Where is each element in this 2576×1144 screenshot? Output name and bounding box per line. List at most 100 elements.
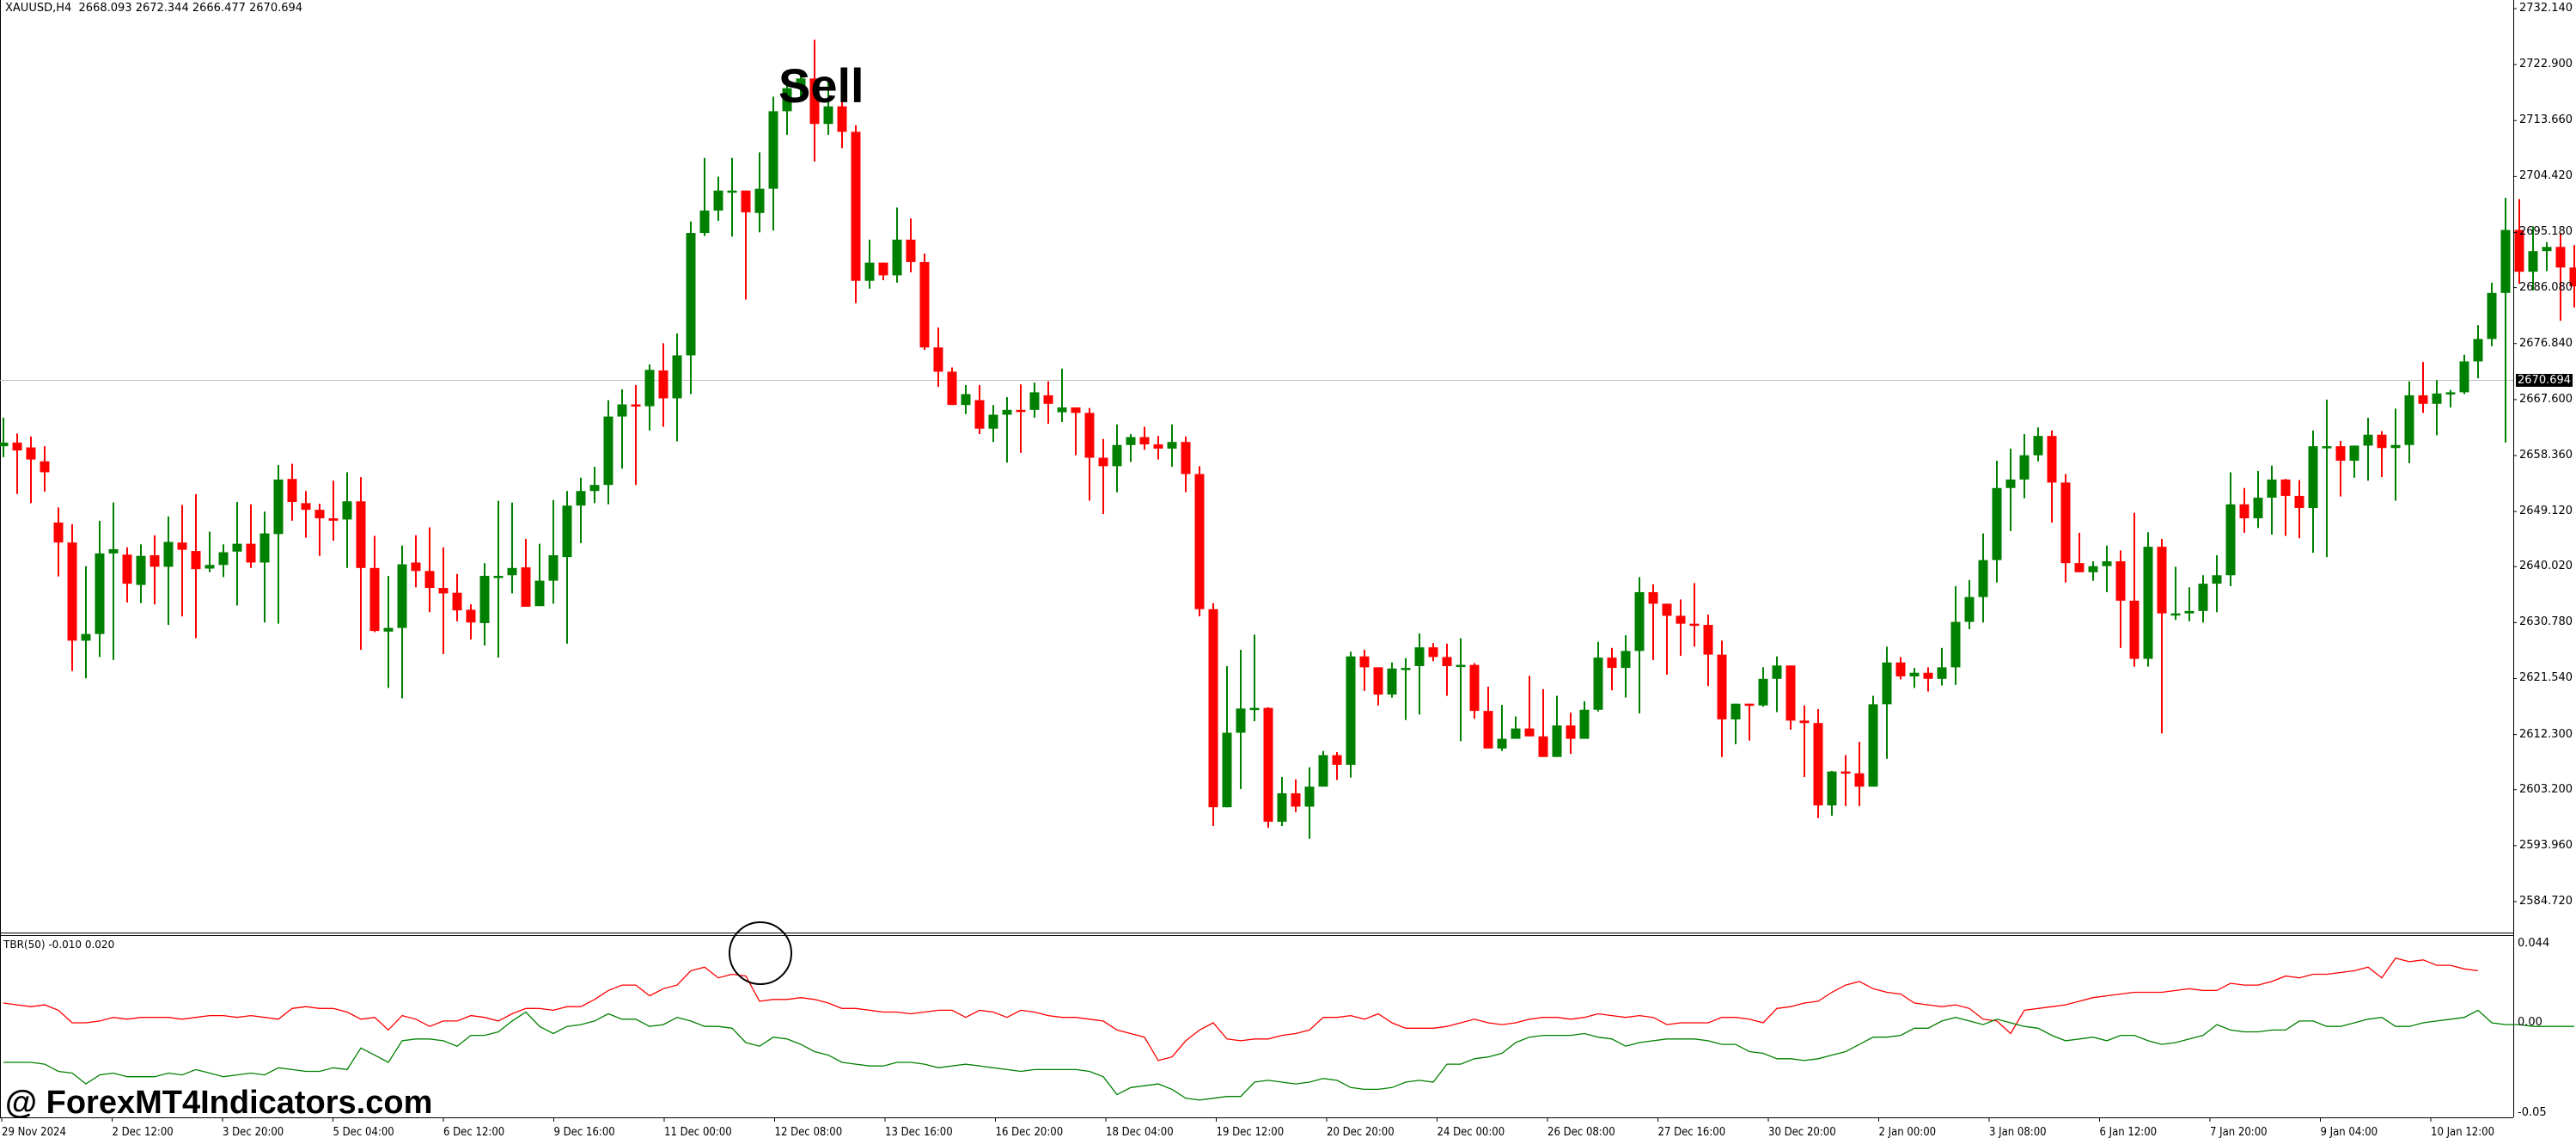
time-tick-label: 19 Dec 12:00 xyxy=(1216,1126,1285,1139)
bear-candle xyxy=(2294,495,2304,509)
bull-candle xyxy=(1497,738,1507,749)
bear-candle xyxy=(1428,647,1438,658)
bull-candle xyxy=(479,575,490,623)
bull-candle xyxy=(2019,455,2030,480)
bull-candle xyxy=(204,565,215,569)
chart-frame xyxy=(0,0,2514,1118)
bull-candle xyxy=(686,233,696,356)
bull-candle xyxy=(163,541,174,567)
bull-candle xyxy=(2432,393,2442,404)
bear-candle xyxy=(1923,672,1933,679)
bull-candle xyxy=(603,416,613,486)
bear-candle xyxy=(1373,667,1383,695)
bull-candle xyxy=(699,210,710,234)
bull-candle xyxy=(1909,672,1920,676)
bear-candle xyxy=(438,588,449,594)
bull-candle xyxy=(713,190,723,211)
price-tick-label: 2704.420 xyxy=(2519,169,2573,183)
time-tick-label: 13 Dec 16:00 xyxy=(885,1126,953,1139)
bull-candle xyxy=(961,394,971,406)
tbr-indicator-lines xyxy=(3,957,2574,1101)
time-tick-label: 6 Jan 12:00 xyxy=(2099,1126,2158,1139)
watermark: @ ForexMT4Indicators.com xyxy=(5,1085,433,1121)
bear-candle xyxy=(1662,603,1672,616)
bull-candle xyxy=(1827,771,1837,806)
bear-candle xyxy=(809,78,820,125)
bear-candle xyxy=(1263,707,1273,823)
bull-candle xyxy=(2459,361,2469,393)
bear-candle xyxy=(1895,662,1906,676)
bear-candle xyxy=(658,370,668,399)
bull-candle xyxy=(259,533,270,563)
bull-candle xyxy=(1414,647,1425,666)
bear-candle xyxy=(2418,395,2428,404)
bull-candle xyxy=(1621,651,1631,669)
bull-candle xyxy=(2322,446,2332,449)
bull-candle xyxy=(2005,479,2016,488)
price-tick-label: 2640.020 xyxy=(2519,560,2573,573)
bear-candle xyxy=(2115,561,2126,601)
highlight-circle xyxy=(729,921,792,985)
bull-candle xyxy=(2143,547,2153,659)
bear-candle xyxy=(521,567,531,607)
bull-candle xyxy=(1511,728,1521,739)
time-tick-label: 16 Dec 20:00 xyxy=(995,1126,1064,1139)
bull-candle xyxy=(2390,444,2401,449)
bear-candle xyxy=(2280,479,2291,496)
bull-candle xyxy=(232,543,242,552)
bear-candle xyxy=(1084,413,1095,458)
bull-candle xyxy=(2267,479,2277,499)
bear-candle xyxy=(122,554,132,584)
symbol-info: XAUUSD,H4 2668.093 2672.344 2666.477 267… xyxy=(5,2,303,15)
current-price-tag: 2670.694 xyxy=(2516,374,2573,387)
bear-candle xyxy=(369,567,380,632)
bear-candle xyxy=(1813,723,1823,806)
bear-candle xyxy=(933,347,943,372)
price-tick-label: 2686.080 xyxy=(2519,280,2573,294)
bear-candle xyxy=(1181,442,1191,474)
bear-candle xyxy=(452,592,462,611)
price-tick-label: 2695.180 xyxy=(2519,225,2573,239)
bull-candle xyxy=(1964,596,1975,622)
price-tick-label: 2612.300 xyxy=(2519,727,2573,741)
time-tick-label: 30 Dec 20:00 xyxy=(1768,1126,1836,1139)
bear-candle xyxy=(12,442,22,451)
time-tick-label: 6 Dec 12:00 xyxy=(443,1126,505,1139)
bull-candle xyxy=(1579,709,1590,739)
bull-candle xyxy=(576,491,586,506)
time-tick-label: 29 Nov 2024 xyxy=(2,1126,66,1139)
bear-candle xyxy=(1607,658,1617,669)
bull-candle xyxy=(2253,498,2263,519)
bull-candle xyxy=(2363,434,2373,446)
bear-candle xyxy=(150,555,160,567)
bear-candle xyxy=(1648,591,1658,604)
bull-candle xyxy=(1029,392,1040,410)
indicator-line-upper xyxy=(3,957,2479,1061)
bull-candle xyxy=(2445,392,2456,395)
bear-candle xyxy=(287,479,297,502)
bull-candle xyxy=(95,553,105,634)
bull-candle xyxy=(1456,664,1466,668)
bear-candle xyxy=(411,562,421,572)
time-tick-label: 3 Jan 08:00 xyxy=(1989,1126,2047,1139)
bull-candle xyxy=(2088,566,2098,572)
bull-candle xyxy=(2473,339,2483,362)
price-tick-label: 2667.600 xyxy=(2519,392,2573,406)
bear-candle xyxy=(2157,547,2167,614)
bull-candle xyxy=(2308,446,2318,509)
bull-candle xyxy=(672,355,682,399)
bull-candle xyxy=(892,239,902,276)
bear-candle xyxy=(40,461,50,473)
price-tick-label: 2658.360 xyxy=(2519,448,2573,462)
price-tick-label: 2593.960 xyxy=(2519,838,2573,852)
bull-candle xyxy=(1318,755,1328,787)
time-tick-label: 2 Jan 00:00 xyxy=(1878,1126,1937,1139)
bear-candle xyxy=(67,542,77,641)
bear-candle xyxy=(851,132,861,281)
bear-candle xyxy=(2239,504,2249,519)
price-tick-label: 2732.140 xyxy=(2519,2,2573,15)
bull-candle xyxy=(823,106,833,125)
bear-candle xyxy=(1744,703,1755,707)
